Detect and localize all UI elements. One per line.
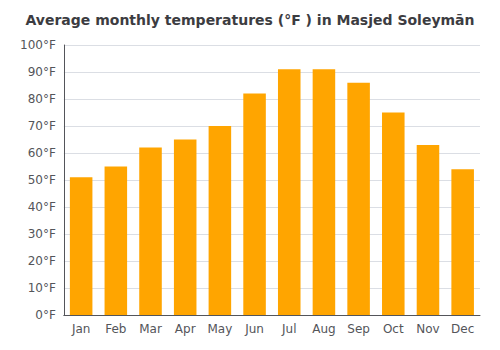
- svg-text:Jun: Jun: [244, 322, 264, 336]
- svg-text:Aug: Aug: [312, 322, 335, 336]
- svg-text:90°F: 90°F: [28, 65, 56, 79]
- svg-text:Mar: Mar: [139, 322, 162, 336]
- svg-text:60°F: 60°F: [28, 146, 56, 160]
- svg-text:20°F: 20°F: [28, 254, 56, 268]
- svg-text:30°F: 30°F: [28, 227, 56, 241]
- svg-text:Apr: Apr: [175, 322, 196, 336]
- svg-text:80°F: 80°F: [28, 92, 56, 106]
- svg-text:Jan: Jan: [71, 322, 91, 336]
- svg-text:50°F: 50°F: [28, 173, 56, 187]
- svg-text:Nov: Nov: [416, 322, 439, 336]
- svg-text:Average monthly temperatures (: Average monthly temperatures (°F ) in Ma…: [25, 12, 474, 28]
- svg-text:Jul: Jul: [281, 322, 296, 336]
- svg-text:Oct: Oct: [383, 322, 404, 336]
- svg-text:Feb: Feb: [105, 322, 126, 336]
- svg-text:70°F: 70°F: [28, 119, 56, 133]
- svg-text:Sep: Sep: [347, 322, 370, 336]
- svg-text:0°F: 0°F: [35, 308, 56, 322]
- svg-text:10°F: 10°F: [28, 281, 56, 295]
- svg-text:100°F: 100°F: [20, 38, 56, 52]
- svg-text:Dec: Dec: [451, 322, 474, 336]
- svg-text:May: May: [207, 322, 232, 336]
- svg-text:40°F: 40°F: [28, 200, 56, 214]
